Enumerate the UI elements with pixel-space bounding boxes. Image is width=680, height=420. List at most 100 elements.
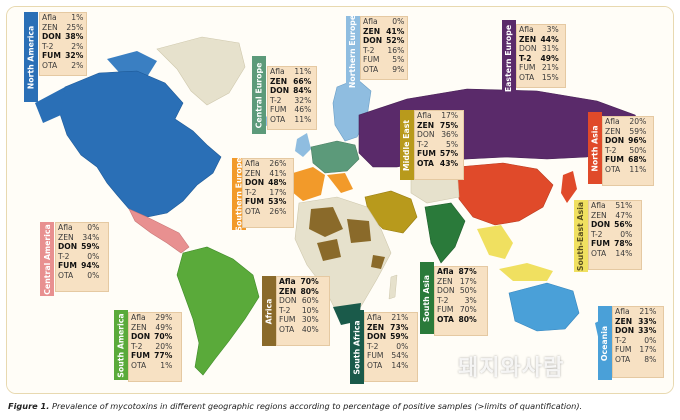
central-america-tag: Central America [40,222,54,296]
figure-caption: Figure 1. Prevalence of mycotoxins in di… [8,401,582,411]
toxin-percent: 11% [294,67,312,76]
toxin-row: ZEN 41% [243,169,288,179]
south-east-asia-stats: Afla 51% ZEN 47% DON 56% T-2 0% FUM 78% OTA 14% [588,200,642,270]
eastern-europe-stats: Afla 3% ZEN 44% DON 31% T-2 49% FUM 21% OTA 15% [516,24,566,88]
north-america-label: North America [26,25,36,89]
toxin-percent: 9% [392,64,405,74]
toxin-name: T-2 [615,335,627,345]
toxin-name: ZEN [363,26,381,36]
toxin-percent: 48% [268,178,287,188]
toxin-percent: 0% [396,341,409,351]
eastern-europe-tag: Eastern Europe [502,20,516,96]
toxin-percent: 0% [644,335,657,345]
toxin-percent: 17% [459,276,477,286]
northern-europe-label: Northern Europe [348,14,358,88]
toxin-name: DON [270,86,290,96]
toxin-percent: 46% [294,105,312,115]
iberia [291,167,325,201]
toxin-name: DON [591,220,611,230]
toxin-percent: 5% [446,139,459,149]
toxin-name: DON [42,32,62,42]
south-east-asia-label: South-East Asia [576,201,586,271]
toxin-name: T-2 [519,53,532,63]
toxin-name: Afla [417,111,432,120]
toxin-name: Afla [131,313,146,322]
central-europe-region [310,140,360,174]
toxin-row: DON 56% [589,220,634,230]
toxin-percent: 34% [82,232,100,242]
toxin-name: ZEN [367,322,385,332]
toxin-row: FUM 94% [56,261,101,271]
toxin-row: Afla 20% [603,117,648,127]
middle-east-label: Middle East [402,119,412,171]
toxin-row: T-2 49% [517,54,561,64]
toxin-name: FUM [417,149,436,159]
toxin-name: ZEN [591,210,607,220]
toxin-row: ZEN 80% [277,287,321,297]
toxin-row: T-2 2% [40,42,85,52]
toxin-row: T-2 32% [268,96,313,106]
toxin-percent: 51% [615,201,633,210]
toxin-row: T-2 10% [277,306,321,316]
central-europe-stats: Afla 11% ZEN 66% DON 84% T-2 32% FUM 46% OTA 11% [267,66,317,130]
toxin-name: DON [58,242,78,252]
toxin-row: ZEN 17% [435,277,479,287]
south-africa-table: Afla 21% ZEN 73% DON 59% T-2 0% FUM 54% OTA 14% [365,313,410,371]
toxin-row: DON 52% [361,36,406,46]
toxin-name: OTA [615,354,631,364]
toxin-percent: 70% [154,332,173,342]
toxin-percent: 14% [391,360,409,370]
toxin-name: OTA [605,164,621,174]
toxin-row: T-2 0% [56,252,101,262]
central-europe-label: Central Europe [254,62,264,128]
toxin-percent: 31% [541,44,559,54]
toxin-percent: 84% [293,86,312,96]
toxin-percent: 40% [301,324,319,334]
toxin-name: ZEN [615,316,633,326]
toxin-row: T-2 20% [129,342,174,352]
toxin-row: T-2 3% [435,296,479,306]
southern-europe-stats: Afla 26% ZEN 41% DON 48% T-2 17% FUM 53% OTA 26% [242,158,294,228]
south-africa-tag: South Africa [350,310,364,384]
toxin-row: Afla 21% [365,313,410,323]
toxin-name: T-2 [42,41,54,51]
central-america-region [128,208,190,254]
toxin-percent: 60% [301,296,319,306]
toxin-name: DON [279,296,297,306]
toxin-name: OTA [42,60,58,70]
toxin-row: FUM 5% [361,55,406,65]
toxin-name: Afla [58,223,73,232]
toxin-name: FUM [42,51,61,61]
toxin-name: ZEN [519,34,537,44]
toxin-name: OTA [519,72,535,82]
toxin-row: Afla 29% [129,313,174,323]
toxin-percent: 56% [614,220,633,230]
toxin-percent: 73% [390,322,409,332]
toxin-percent: 21% [541,63,559,73]
toxin-row: FUM 17% [613,345,658,355]
toxin-row: FUM 70% [435,305,479,315]
toxin-percent: 25% [66,22,84,32]
toxin-row: DON 96% [603,136,648,146]
south-asia-table: Afla 87% ZEN 17% DON 50% T-2 3% FUM 70% OTA 80% [435,267,479,325]
toxin-row: T-2 0% [589,230,634,240]
toxin-row: ZEN 41% [361,27,406,37]
toxin-percent: 41% [269,168,287,178]
oceania-tag: Oceania [598,306,612,380]
toxin-percent: 41% [386,26,405,36]
toxin-percent: 16% [387,45,405,55]
toxin-name: T-2 [270,95,282,105]
toxin-name: OTA [245,206,261,216]
toxin-name: OTA [279,324,295,334]
toxin-percent: 1% [160,360,173,370]
toxin-percent: 47% [615,210,633,220]
north-america-table: Afla 1% ZEN 25% DON 38% T-2 2% FUM 32% OTA 2% [40,13,85,71]
toxin-name: Afla [279,277,296,286]
toxin-percent: 5% [392,55,405,65]
toxin-percent: 32% [294,95,312,105]
toxin-row: FUM 53% [243,197,288,207]
toxin-row: FUM 21% [517,63,561,73]
toxin-percent: 70% [459,305,477,315]
toxin-name: DON [245,178,265,188]
toxin-row: ZEN 66% [268,77,313,87]
